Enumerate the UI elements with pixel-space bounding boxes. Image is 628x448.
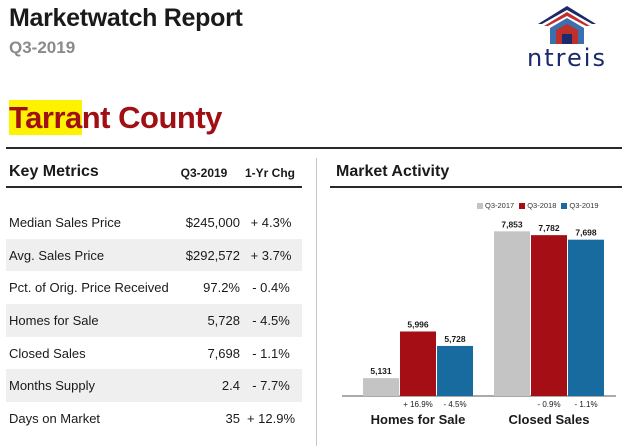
table-row: Avg. Sales Price $292,572 + 3.7% bbox=[6, 238, 302, 272]
table-row: Homes for Sale 5,728 - 4.5% bbox=[6, 304, 302, 337]
bar bbox=[363, 378, 399, 396]
chart-legend: Q3-2017 Q3-2018 Q3-2019 bbox=[477, 201, 599, 210]
metric-value: $292,572 bbox=[185, 247, 240, 263]
metric-value: $245,000 bbox=[185, 215, 240, 230]
metric-change: + 4.3% bbox=[250, 215, 292, 230]
metric-label: Homes for Sale bbox=[9, 313, 99, 329]
legend-label: Q3-2018 bbox=[527, 201, 557, 210]
county-title: Tarrant County bbox=[9, 100, 222, 136]
data-label: 5,728 bbox=[444, 334, 466, 344]
table-row: Pct. of Orig. Price Received 97.2% - 0.4… bbox=[6, 271, 302, 304]
legend-swatch bbox=[561, 202, 568, 209]
bar bbox=[494, 231, 530, 396]
data-label: 5,996 bbox=[407, 319, 429, 329]
market-activity-header: Market Activity bbox=[330, 160, 622, 188]
ntreis-logo: ntreis bbox=[512, 2, 622, 72]
metric-value: 7,698 bbox=[207, 345, 240, 361]
metric-label: Avg. Sales Price bbox=[9, 247, 105, 263]
metric-change: + 12.9% bbox=[246, 411, 296, 427]
section-divider bbox=[316, 158, 317, 446]
data-label: 7,853 bbox=[501, 219, 523, 229]
data-label: 7,782 bbox=[538, 223, 560, 233]
metric-value: 97.2% bbox=[203, 280, 240, 296]
metric-label: Pct. of Orig. Price Received bbox=[9, 280, 169, 296]
table-row: Months Supply 2.4 - 7.7% bbox=[6, 369, 302, 403]
change-label: - 0.9% bbox=[537, 400, 560, 409]
bar bbox=[531, 235, 567, 396]
table-row: Days on Market 35 + 12.9% bbox=[6, 402, 302, 435]
data-label: 7,698 bbox=[575, 228, 597, 238]
metric-label: Closed Sales bbox=[9, 345, 86, 361]
bar bbox=[400, 331, 436, 396]
metric-change: - 1.1% bbox=[252, 345, 290, 361]
legend-item: Q3-2019 bbox=[561, 201, 599, 210]
data-label: 5,131 bbox=[370, 366, 392, 376]
county-title-rest: nt County bbox=[81, 100, 223, 135]
metric-value: 2.4 bbox=[221, 378, 240, 394]
legend-item: Q3-2017 bbox=[477, 201, 514, 210]
metric-change: + 3.7% bbox=[250, 247, 292, 263]
key-metrics-header: Key Metrics Q3-2019 1-Yr Chg bbox=[6, 160, 302, 188]
table-row: Median Sales Price $245,000 + 4.3% bbox=[6, 206, 302, 239]
legend-label: Q3-2019 bbox=[569, 201, 599, 210]
category-label: Homes for Sale bbox=[371, 412, 466, 427]
metric-value: 35 bbox=[225, 411, 240, 427]
category-label: Closed Sales bbox=[509, 412, 590, 427]
bar bbox=[437, 345, 473, 396]
house-logo-icon bbox=[538, 6, 596, 44]
column-header-change: 1-Yr Chg bbox=[244, 166, 295, 180]
table-row: Closed Sales 7,698 - 1.1% bbox=[6, 337, 302, 370]
bar bbox=[568, 239, 604, 396]
logo-text: ntreis bbox=[527, 44, 607, 72]
key-metrics-title: Key Metrics bbox=[9, 163, 99, 180]
legend-label: Q3-2017 bbox=[485, 201, 515, 210]
metric-change: - 7.7% bbox=[252, 378, 290, 394]
header-rule bbox=[6, 147, 622, 149]
column-header-current: Q3-2019 bbox=[180, 166, 228, 180]
metric-label: Days on Market bbox=[9, 411, 101, 427]
change-label: - 1.1% bbox=[574, 400, 597, 409]
metric-label: Months Supply bbox=[9, 378, 95, 394]
metric-value: 5,728 bbox=[207, 313, 240, 329]
legend-item: Q3-2018 bbox=[519, 201, 556, 210]
market-activity-title: Market Activity bbox=[336, 163, 450, 180]
metric-change: - 0.4% bbox=[252, 280, 290, 296]
key-metrics-table: Median Sales Price $245,000 + 4.3% Avg. … bbox=[6, 206, 302, 435]
report-title: Marketwatch Report bbox=[9, 4, 243, 32]
legend-swatch bbox=[477, 202, 483, 209]
change-label: - 4.5% bbox=[443, 400, 466, 409]
report-period: Q3-2019 bbox=[9, 38, 76, 57]
metric-label: Median Sales Price bbox=[9, 215, 121, 230]
change-label: + 16.9% bbox=[403, 400, 433, 409]
county-title-highlight: Tarra bbox=[9, 100, 82, 135]
metric-change: - 4.5% bbox=[252, 313, 290, 329]
legend-swatch bbox=[519, 202, 526, 209]
market-activity-chart: 5,131 5,996 5,728 + 16.9% - 4.5% Homes for Sa… bbox=[342, 219, 616, 427]
